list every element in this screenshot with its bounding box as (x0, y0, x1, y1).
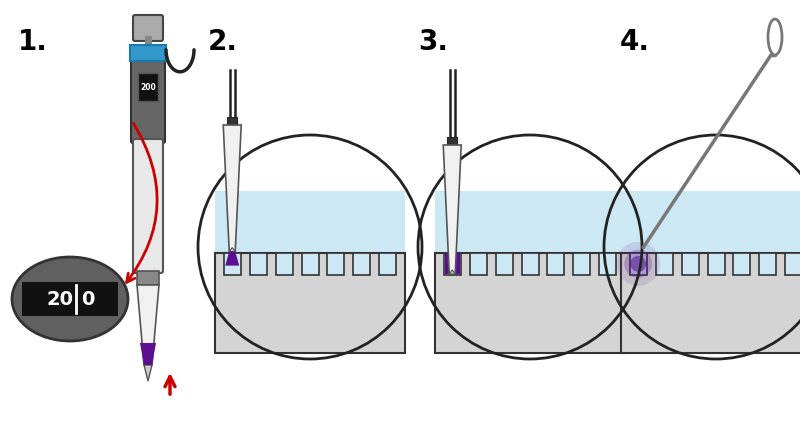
Text: 200: 200 (140, 83, 156, 92)
Bar (214, 253, 405, 353)
Bar (734, 253, 750, 276)
Text: 0: 0 (82, 290, 94, 309)
Polygon shape (443, 146, 462, 274)
Bar (495, 253, 513, 276)
Bar (435, 191, 626, 253)
Polygon shape (450, 270, 455, 274)
Bar (250, 253, 266, 276)
Bar (621, 191, 800, 253)
Polygon shape (144, 365, 152, 381)
FancyBboxPatch shape (131, 60, 165, 144)
Bar (574, 253, 590, 276)
Bar (130, 46, 166, 62)
Bar (275, 253, 293, 276)
Bar (302, 253, 318, 276)
Bar (22, 283, 118, 316)
Bar (138, 74, 158, 102)
Bar (354, 253, 370, 276)
Text: 2.: 2. (208, 28, 238, 56)
Bar (470, 253, 486, 276)
Text: 3.: 3. (418, 28, 448, 56)
Bar (227, 118, 238, 126)
Bar (224, 253, 241, 276)
Bar (599, 253, 616, 276)
Text: 20: 20 (46, 290, 74, 309)
FancyBboxPatch shape (133, 140, 163, 273)
Ellipse shape (198, 136, 422, 359)
Circle shape (630, 256, 646, 272)
Bar (522, 253, 538, 276)
Bar (444, 253, 461, 276)
Polygon shape (137, 285, 159, 365)
Bar (435, 253, 626, 353)
Polygon shape (230, 248, 235, 252)
Bar (630, 253, 646, 276)
Bar (786, 253, 800, 276)
Bar (137, 272, 159, 285)
Bar (682, 253, 698, 276)
Bar (656, 253, 673, 276)
Bar (759, 253, 776, 276)
Circle shape (616, 242, 660, 286)
Ellipse shape (604, 136, 800, 359)
Bar (447, 138, 458, 146)
Ellipse shape (418, 136, 642, 359)
Polygon shape (226, 252, 239, 266)
Text: 4.: 4. (620, 28, 650, 56)
Bar (379, 253, 396, 276)
Bar (547, 253, 565, 276)
Bar (327, 253, 345, 276)
Polygon shape (223, 126, 242, 252)
Bar (707, 253, 725, 276)
Bar (621, 253, 800, 353)
Circle shape (624, 250, 652, 278)
FancyBboxPatch shape (133, 16, 163, 42)
Text: 1.: 1. (18, 28, 48, 56)
Ellipse shape (12, 258, 128, 341)
Bar (214, 191, 405, 253)
Polygon shape (140, 343, 156, 365)
Bar (445, 253, 460, 274)
